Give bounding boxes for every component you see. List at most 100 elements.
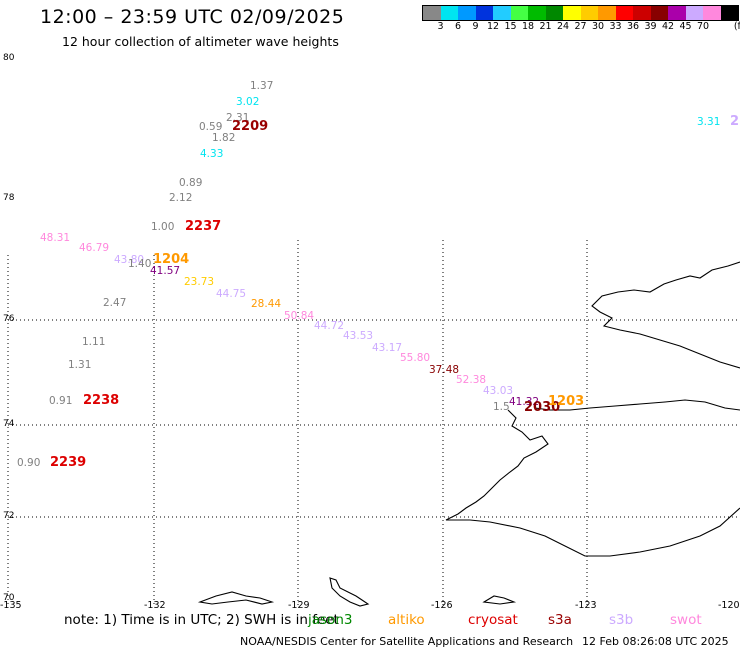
legend-swatch <box>510 6 528 20</box>
legend-tick-label: 70 <box>696 21 710 32</box>
wave-height-value: 44.72 <box>314 320 345 332</box>
lon-label-135: -135 <box>0 600 22 611</box>
coastline-mackenzie-delta <box>197 591 275 605</box>
wave-height-value: 2.31 <box>226 112 250 124</box>
legend-swatch <box>598 6 616 20</box>
pass-time-label: 1203 <box>548 394 585 409</box>
legend-swatch <box>528 6 546 20</box>
legend-swatch <box>545 6 563 20</box>
footnote: note: 1) Time is in UTC; 2) SWH is in fe… <box>64 612 339 628</box>
wave-height-value: 3.31 <box>697 116 721 128</box>
wave-height-value: 0.59 <box>199 121 223 133</box>
legend-tick-label: 9 <box>472 21 479 32</box>
lat-label-72: 72 <box>3 511 15 521</box>
lat-label-78: 78 <box>3 193 15 203</box>
lon-label-132: -132 <box>144 600 166 611</box>
legend-swatch <box>615 6 633 20</box>
legend-swatch <box>720 6 738 20</box>
satellite-name: s3a <box>548 612 572 628</box>
lon-label-123: -123 <box>575 600 597 611</box>
wave-height-value: 44.75 <box>216 288 247 300</box>
pass-time-label: 2030 <box>524 400 561 415</box>
wave-height-value: 28.44 <box>251 298 282 310</box>
legend-tick-label: 18 <box>521 21 535 32</box>
map-subtitle: 12 hour collection of altimeter wave hei… <box>62 34 339 49</box>
map-grid <box>7 240 740 605</box>
wave-height-value: 1.40 <box>128 258 152 270</box>
pass-time-label: 2238 <box>83 393 120 408</box>
lat-label-70: 70 <box>3 593 15 603</box>
wave-height-value: 37.48 <box>429 364 460 376</box>
wave-height-color-legend <box>422 5 739 21</box>
coastline-herschel-island <box>329 577 370 607</box>
satellite-name: cryosat <box>468 612 518 628</box>
legend-tick-label: 12 <box>486 21 500 32</box>
legend-tick-label: 33 <box>609 21 622 32</box>
wave-height-value: 46.79 <box>79 242 110 254</box>
wave-height-value: 43.53 <box>343 330 374 342</box>
coastline-banks-south <box>534 399 740 411</box>
legend-tick-label: 36 <box>626 21 640 32</box>
wave-height-value: 2.12 <box>169 192 193 204</box>
satellite-name: altiko <box>388 612 425 628</box>
wave-height-value: 2.47 <box>103 297 127 309</box>
legend-swatch <box>580 6 598 20</box>
wave-height-value: 4.33 <box>200 148 224 160</box>
lon-label-120: -120 <box>718 600 740 611</box>
wave-height-value: 50.84 <box>284 310 315 322</box>
legend-swatch <box>668 6 686 20</box>
coastline-tuk-shore <box>482 595 517 605</box>
wave-height-value: 23.73 <box>184 276 215 288</box>
satellite-name: swot <box>670 612 702 628</box>
legend-tick-label: 30 <box>591 21 605 32</box>
legend-swatch <box>423 6 441 20</box>
wave-height-value: 1.82 <box>212 132 236 144</box>
wave-height-value: 1.5 <box>493 401 510 413</box>
wave-height-value: 41.57 <box>150 265 181 277</box>
lat-label-80: 80 <box>3 53 15 63</box>
generated-timestamp: 12 Feb 08:26:08 UTC 2025 <box>582 635 729 648</box>
pass-time-label: 2 <box>730 114 740 129</box>
credit-line: NOAA/NESDIS Center for Satellite Applica… <box>240 635 574 648</box>
legend-tick-label: 42 <box>661 21 675 32</box>
lon-label-129: -129 <box>288 600 310 611</box>
wave-height-value: 43.17 <box>372 342 403 354</box>
lat-label-74: 74 <box>3 419 15 429</box>
coastline <box>197 261 740 607</box>
legend-tick-label: 24 <box>556 21 570 32</box>
legend-tick-label: 21 <box>539 21 552 32</box>
legend-swatch <box>440 6 458 20</box>
satellite-name: s3b <box>609 612 634 628</box>
legend-swatch <box>563 6 581 20</box>
legend-tick-label: 45 <box>679 21 692 32</box>
wave-height-value: 3.02 <box>236 96 260 108</box>
wave-height-value: 48.31 <box>40 232 71 244</box>
wave-height-value: 55.80 <box>400 352 431 364</box>
map-title: 12:00 – 23:59 UTC 02/09/2025 <box>40 6 345 28</box>
wave-height-value: 43.80 <box>114 254 145 266</box>
legend-swatch <box>685 6 703 20</box>
legend-swatch <box>703 6 721 20</box>
legend-unit: (ft) <box>733 21 740 32</box>
lat-label-76: 76 <box>3 314 15 324</box>
legend-tick-label: 15 <box>504 21 517 32</box>
wave-height-value: 0.90 <box>17 457 41 469</box>
legend-swatch <box>475 6 493 20</box>
legend-swatch <box>458 6 476 20</box>
satellite-name: jason3 <box>308 612 353 628</box>
wave-height-value: 43.03 <box>483 385 514 397</box>
pass-time-label: 1204 <box>153 252 190 267</box>
pass-time-label: 2209 <box>232 119 269 134</box>
legend-swatch <box>493 6 511 20</box>
pass-time-label: 2237 <box>185 219 222 234</box>
coastline-mainland <box>445 409 740 557</box>
legend-tick-label: 3 <box>437 21 444 32</box>
wave-height-value: 1.00 <box>151 221 175 233</box>
legend-swatch <box>633 6 651 20</box>
coastline-banks-island <box>591 261 740 369</box>
wave-height-value: 41.32 <box>509 396 540 408</box>
wave-height-value: 0.91 <box>49 395 73 407</box>
pass-time-label: 2239 <box>50 455 87 470</box>
